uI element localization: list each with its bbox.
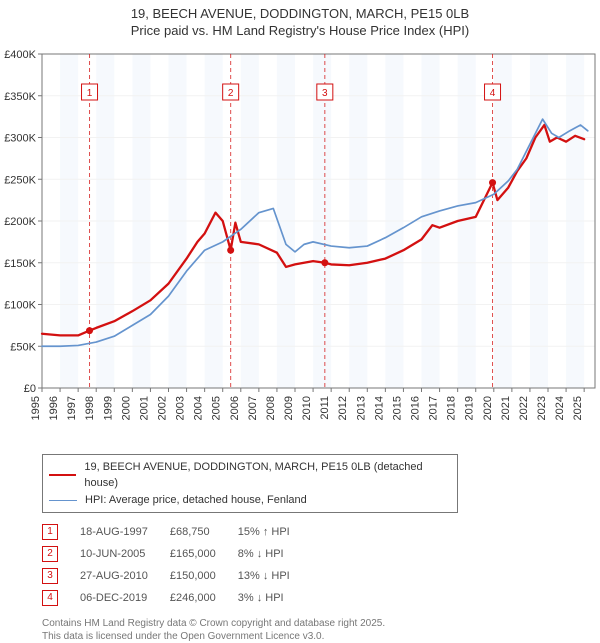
svg-text:1997: 1997 — [66, 396, 78, 420]
svg-text:1999: 1999 — [102, 396, 114, 420]
legend-swatch — [49, 500, 77, 501]
svg-text:2019: 2019 — [464, 396, 476, 420]
svg-text:2017: 2017 — [428, 396, 440, 420]
title-line-2: Price paid vs. HM Land Registry's House … — [0, 23, 600, 40]
sale-date: 06-DEC-2019 — [80, 587, 170, 609]
svg-text:2007: 2007 — [247, 396, 259, 420]
chart-title-block: 19, BEECH AVENUE, DODDINGTON, MARCH, PE1… — [0, 0, 600, 40]
footnote: Contains HM Land Registry data © Crown c… — [42, 617, 600, 643]
svg-text:£100K: £100K — [4, 299, 36, 311]
svg-text:3: 3 — [322, 88, 328, 99]
footnote-line-2: This data is licensed under the Open Gov… — [42, 630, 600, 643]
svg-text:£200K: £200K — [4, 216, 36, 228]
footnote-line-1: Contains HM Land Registry data © Crown c… — [42, 617, 600, 630]
svg-text:2013: 2013 — [355, 396, 367, 420]
svg-text:£400K: £400K — [4, 49, 36, 61]
svg-text:2002: 2002 — [157, 396, 169, 420]
svg-text:£0: £0 — [24, 383, 36, 395]
legend-swatch — [49, 474, 76, 476]
legend-label: HPI: Average price, detached house, Fenl… — [85, 492, 307, 509]
svg-text:2018: 2018 — [446, 396, 458, 420]
legend-item: HPI: Average price, detached house, Fenl… — [49, 492, 451, 509]
svg-text:2015: 2015 — [391, 396, 403, 420]
chart-area: £0 £50K £100K £150K £200K £250K £300K £350K £400… — [0, 48, 600, 448]
svg-text:1995: 1995 — [30, 396, 42, 420]
sales-row: 1 18-AUG-1997£68,75015% ↑ HPI — [42, 521, 312, 543]
sale-date: 10-JUN-2005 — [80, 543, 170, 565]
sale-marker-box: 1 — [42, 524, 58, 540]
svg-text:2024: 2024 — [554, 396, 566, 420]
svg-text:2020: 2020 — [482, 396, 494, 420]
svg-text:2011: 2011 — [319, 396, 331, 420]
svg-text:2004: 2004 — [193, 396, 205, 420]
sales-table: 1 18-AUG-1997£68,75015% ↑ HPI 2 10-JUN-2005… — [42, 521, 312, 609]
svg-text:1998: 1998 — [84, 396, 96, 420]
svg-text:2025: 2025 — [572, 396, 584, 420]
svg-text:1996: 1996 — [48, 396, 60, 420]
sale-delta: 15% ↑ HPI — [238, 521, 312, 543]
svg-text:£50K: £50K — [10, 341, 36, 353]
svg-text:2009: 2009 — [283, 396, 295, 420]
sale-date: 27-AUG-2010 — [80, 565, 170, 587]
svg-text:2023: 2023 — [536, 396, 548, 420]
svg-text:£350K: £350K — [4, 91, 36, 103]
legend-label: 19, BEECH AVENUE, DODDINGTON, MARCH, PE1… — [84, 459, 451, 492]
svg-text:2: 2 — [228, 88, 234, 99]
svg-text:2016: 2016 — [410, 396, 422, 420]
svg-text:2022: 2022 — [518, 396, 530, 420]
sale-marker-box: 2 — [42, 546, 58, 562]
sale-price: £68,750 — [170, 521, 238, 543]
svg-text:£300K: £300K — [4, 132, 36, 144]
legend-box: 19, BEECH AVENUE, DODDINGTON, MARCH, PE1… — [42, 454, 458, 514]
sale-price: £246,000 — [170, 587, 238, 609]
svg-text:2006: 2006 — [229, 396, 241, 420]
svg-text:1: 1 — [87, 88, 93, 99]
chart-svg: £0 £50K £100K £150K £200K £250K £300K £350K £400… — [0, 48, 600, 448]
svg-text:2003: 2003 — [175, 396, 187, 420]
sale-price: £165,000 — [170, 543, 238, 565]
svg-text:2005: 2005 — [211, 396, 223, 420]
svg-text:2012: 2012 — [337, 396, 349, 420]
sale-marker-box: 4 — [42, 590, 58, 606]
svg-text:2000: 2000 — [120, 396, 132, 420]
svg-text:2010: 2010 — [301, 396, 313, 420]
svg-text:4: 4 — [490, 88, 496, 99]
svg-text:2014: 2014 — [373, 396, 385, 420]
svg-text:2008: 2008 — [265, 396, 277, 420]
sales-row: 2 10-JUN-2005£165,0008% ↓ HPI — [42, 543, 312, 565]
sale-marker-box: 3 — [42, 568, 58, 584]
svg-text:2001: 2001 — [138, 396, 150, 420]
title-line-1: 19, BEECH AVENUE, DODDINGTON, MARCH, PE1… — [0, 6, 600, 23]
sale-delta: 8% ↓ HPI — [238, 543, 312, 565]
svg-text:£150K: £150K — [4, 258, 36, 270]
sale-delta: 3% ↓ HPI — [238, 587, 312, 609]
svg-text:2021: 2021 — [500, 396, 512, 420]
sale-price: £150,000 — [170, 565, 238, 587]
sales-row: 4 06-DEC-2019£246,0003% ↓ HPI — [42, 587, 312, 609]
svg-text:£250K: £250K — [4, 174, 36, 186]
legend-item: 19, BEECH AVENUE, DODDINGTON, MARCH, PE1… — [49, 459, 451, 492]
sales-row: 3 27-AUG-2010£150,00013% ↓ HPI — [42, 565, 312, 587]
sale-date: 18-AUG-1997 — [80, 521, 170, 543]
sale-delta: 13% ↓ HPI — [238, 565, 312, 587]
